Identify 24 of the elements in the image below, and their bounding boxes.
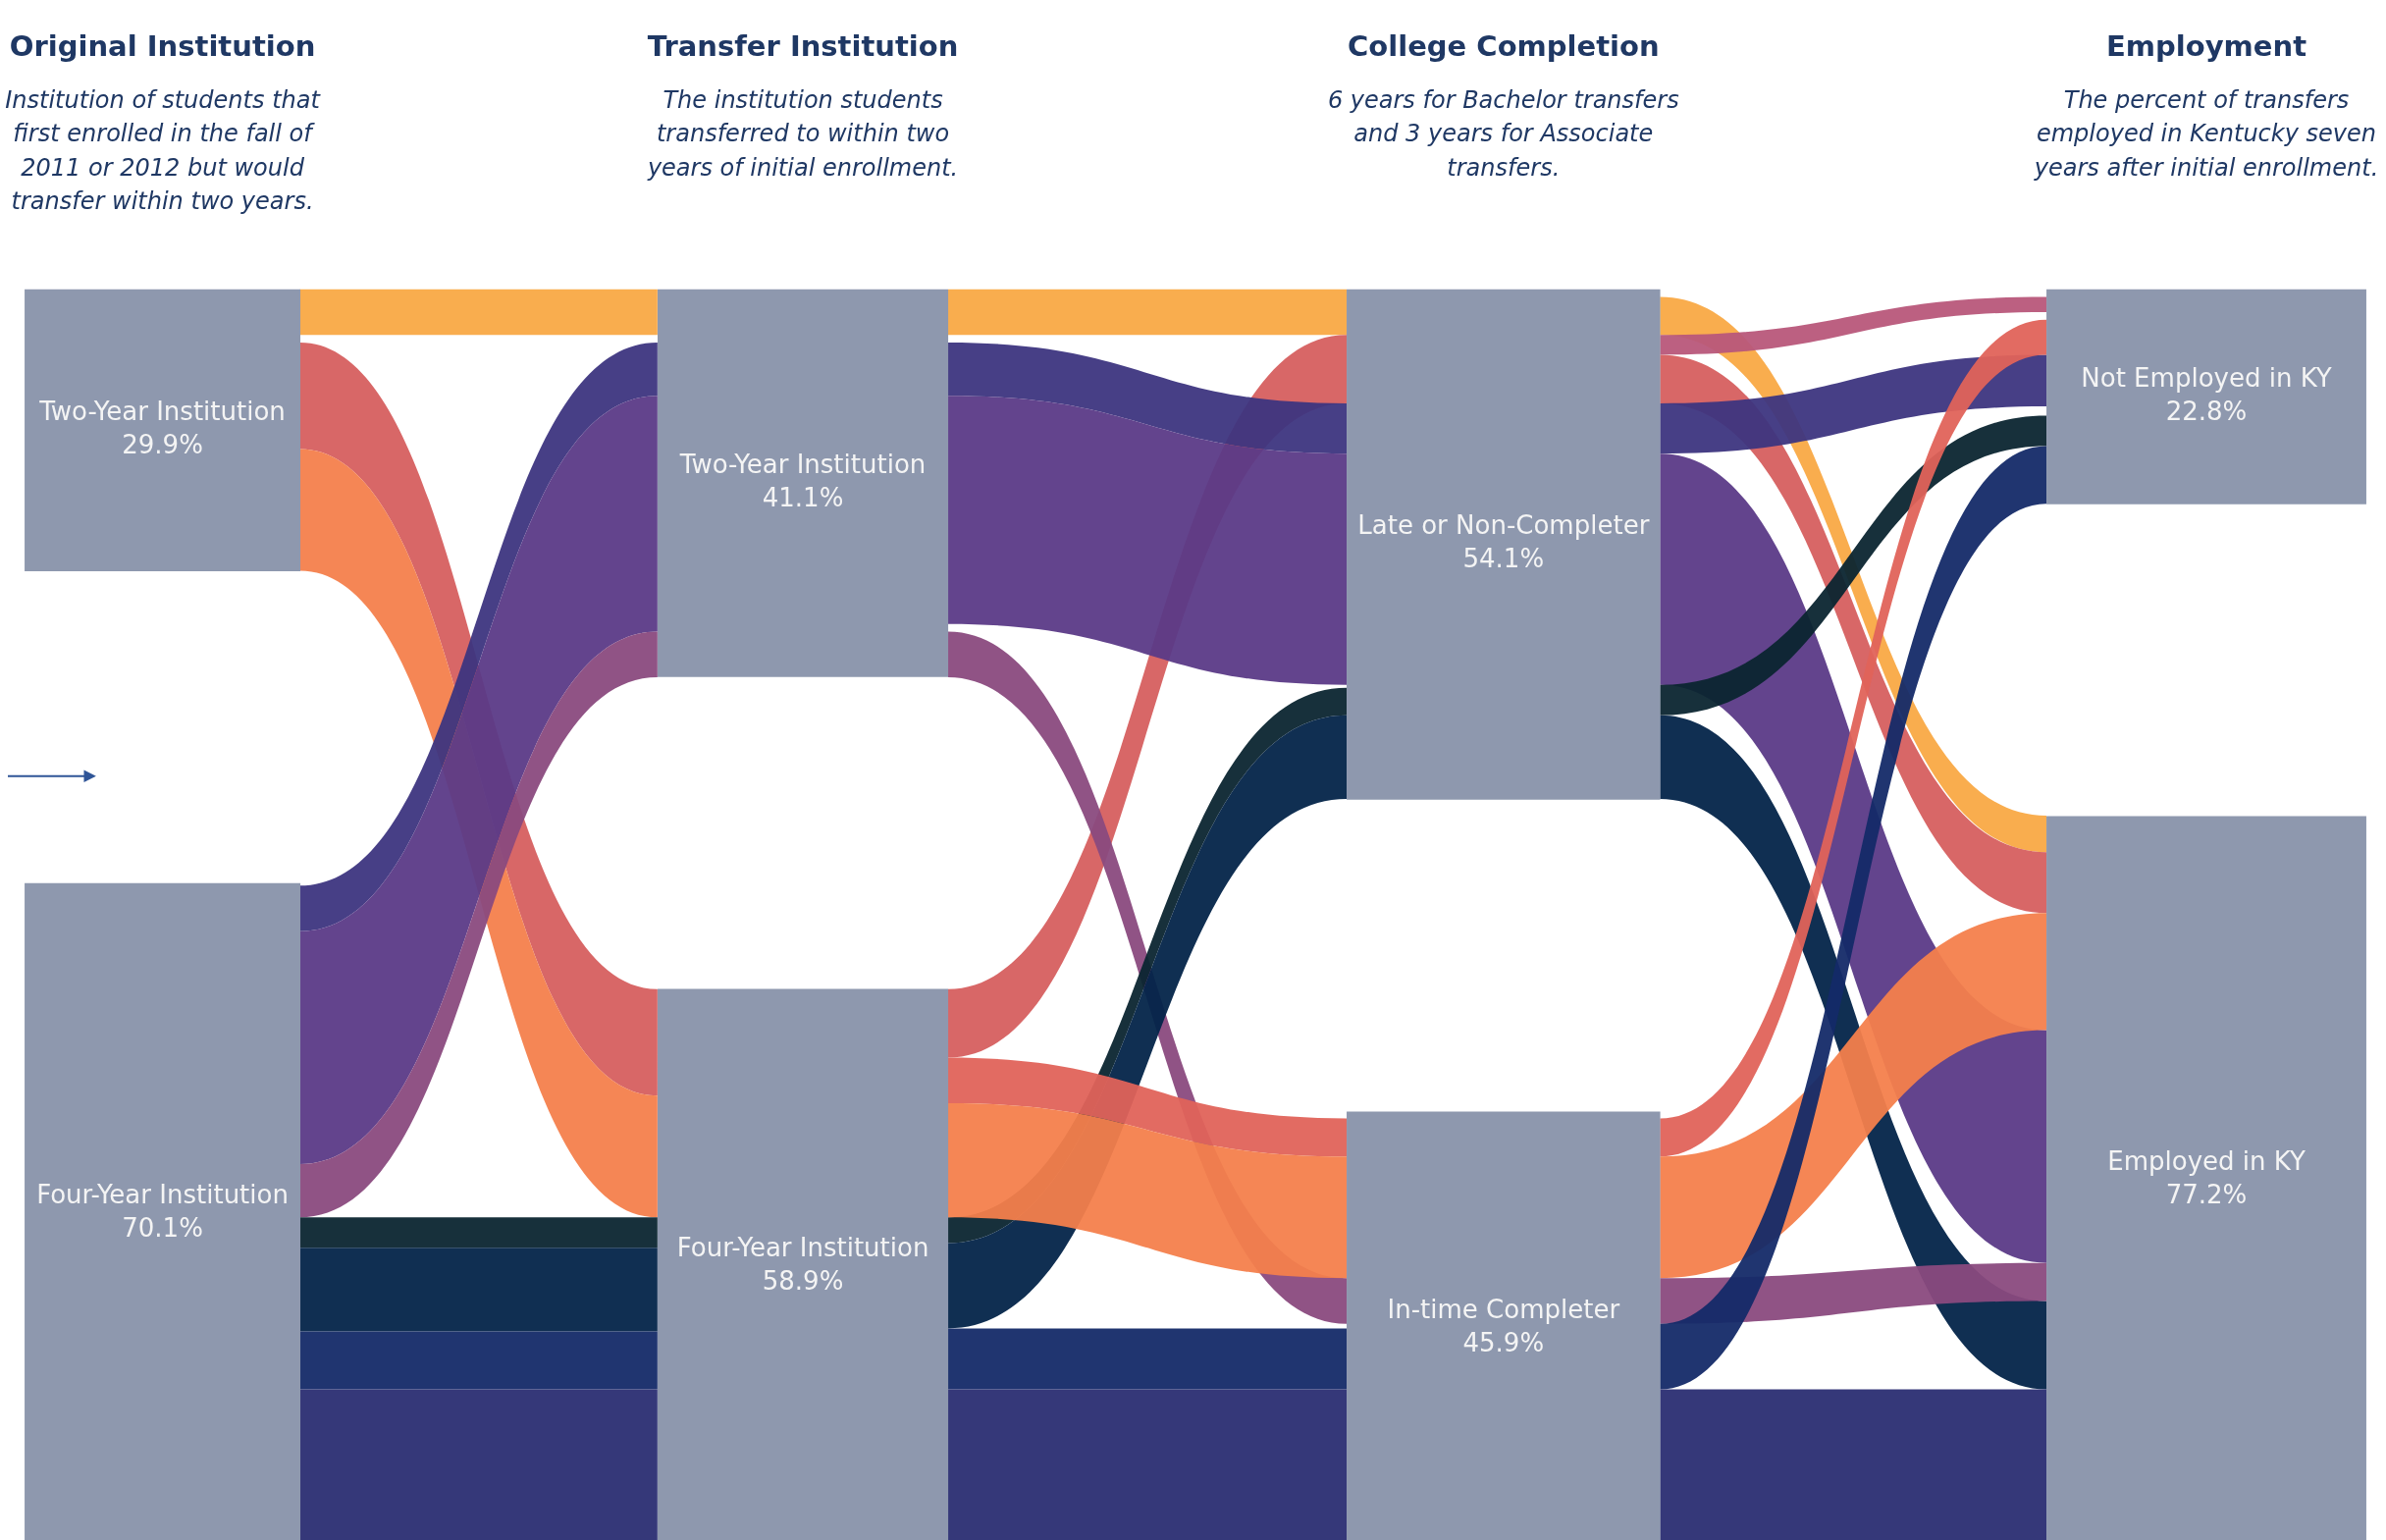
category-label: Four-Year Institution (676, 1233, 929, 1263)
text: Employment (2105, 29, 2307, 64)
text: Institution of students that first enrolled in the fall of 2011 or 2012 but would transfer within two years. (5, 86, 322, 215)
data-label: 29.9% (122, 430, 203, 460)
category-label: Late or Non-Completer (1357, 510, 1650, 541)
data-label: 54.1% (1462, 544, 1545, 574)
data-label: 41.1% (762, 482, 844, 512)
text: College Completion (1348, 29, 1660, 64)
category-label: Two-Year Institution (38, 397, 286, 427)
category-label: Four-Year Institution (36, 1180, 290, 1210)
category-label: Not Employed in KY (2081, 363, 2332, 394)
data-label: 58.9% (762, 1266, 844, 1297)
category-label: In-time Completer (1387, 1294, 1620, 1324)
data-label: 45.9% (1462, 1327, 1545, 1357)
data-label: 22.8% (2165, 397, 2248, 427)
category-label: Two-Year Institution (678, 449, 927, 479)
text: The percent of transfers employed in Kentucky seven years after initial enrollment. (2033, 86, 2379, 182)
text: Original Institution (9, 29, 316, 64)
category-label: Employed in KY (2107, 1146, 2306, 1177)
text: 6 years for Bachelor transfers and 3 years for Associate transfers. (1327, 86, 1679, 182)
text: The institution students transferred to within two years of initial enrollment. (646, 86, 959, 182)
data-label: 77.2% (2165, 1180, 2248, 1210)
text: Transfer Institution (647, 29, 959, 64)
data-label: 70.1% (122, 1213, 203, 1244)
